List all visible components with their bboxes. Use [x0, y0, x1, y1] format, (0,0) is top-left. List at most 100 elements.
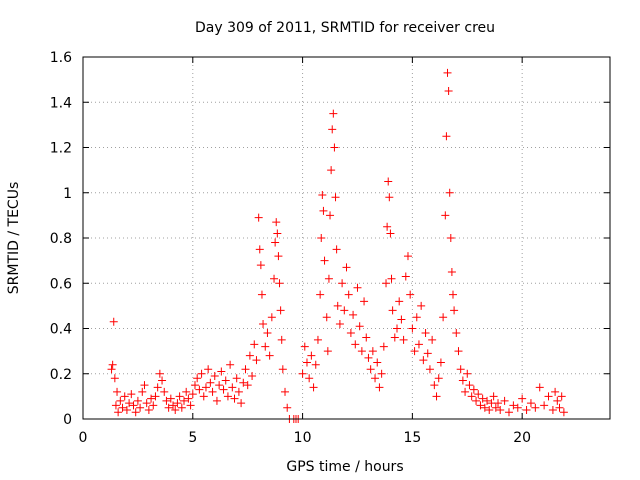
data-point [232, 374, 241, 383]
data-point [494, 399, 503, 408]
data-point [226, 360, 235, 369]
data-point [270, 274, 279, 283]
data-point [283, 403, 292, 412]
data-point [489, 392, 498, 401]
data-point [450, 306, 459, 315]
data-point [382, 279, 391, 288]
data-point [340, 306, 349, 315]
data-point [362, 333, 371, 342]
data-point [496, 405, 505, 414]
data-point [368, 347, 377, 356]
data-point [329, 109, 338, 118]
data-point [114, 408, 123, 417]
plot-frame [82, 56, 611, 420]
data-point [447, 267, 456, 276]
data-point [344, 290, 353, 299]
data-point [302, 358, 311, 367]
data-point [215, 381, 224, 390]
data-point [327, 166, 336, 175]
data-point [186, 401, 195, 410]
data-point [184, 394, 193, 403]
y-tick-label: 1.4 [50, 95, 72, 111]
data-point [379, 342, 388, 351]
data-point [151, 392, 160, 401]
data-point [324, 274, 333, 283]
data-point [110, 374, 119, 383]
data-point [417, 301, 426, 310]
data-point [237, 399, 246, 408]
data-point [142, 399, 151, 408]
data-point [257, 290, 266, 299]
data-point [332, 245, 341, 254]
data-point [428, 335, 437, 344]
data-point [421, 329, 430, 338]
data-point [173, 399, 182, 408]
data-point [544, 392, 553, 401]
y-axis-label: SRMTID / TECUs [6, 182, 22, 295]
data-point [255, 245, 264, 254]
data-point [385, 193, 394, 202]
data-point [118, 403, 127, 412]
y-tick-label: 1.2 [50, 141, 72, 157]
data-point [309, 383, 318, 392]
data-point [305, 374, 314, 383]
data-point [160, 387, 169, 396]
data-point [228, 383, 237, 392]
data-point [456, 365, 465, 374]
data-point [298, 369, 307, 378]
data-point [373, 358, 382, 367]
data-point [509, 401, 518, 410]
data-point [331, 193, 340, 202]
data-point [355, 322, 364, 331]
data-point [180, 396, 189, 405]
data-points [107, 68, 568, 423]
data-point [275, 279, 284, 288]
data-point [158, 376, 167, 385]
data-point [204, 365, 213, 374]
data-point [245, 351, 254, 360]
data-point [138, 387, 147, 396]
x-tick-label: 0 [79, 430, 88, 446]
data-point [190, 381, 199, 390]
data-point [526, 399, 535, 408]
data-point [393, 324, 402, 333]
data-point [436, 358, 445, 367]
data-point [401, 272, 410, 281]
data-point [535, 383, 544, 392]
data-point [197, 369, 206, 378]
data-point [252, 356, 261, 365]
x-tick-label: 15 [403, 430, 421, 446]
data-point [399, 335, 408, 344]
data-point [210, 372, 219, 381]
data-point [430, 381, 439, 390]
data-point [425, 365, 434, 374]
data-point [513, 403, 522, 412]
grid-lines [83, 57, 610, 419]
data-point [323, 347, 332, 356]
data-point [491, 403, 500, 412]
data-point [316, 290, 325, 299]
data-point [328, 125, 337, 134]
data-point [166, 394, 175, 403]
data-point [162, 396, 171, 405]
data-point [177, 403, 186, 412]
data-point [136, 403, 145, 412]
data-point [412, 313, 421, 322]
data-point [271, 238, 280, 247]
axis-ticks [82, 56, 610, 420]
data-point [443, 68, 452, 77]
data-point [234, 387, 243, 396]
data-point [217, 367, 226, 376]
y-tick-label: 0.8 [50, 231, 72, 247]
data-point [478, 394, 487, 403]
data-point [307, 351, 316, 360]
data-point [540, 401, 549, 410]
data-point [353, 283, 362, 292]
data-point [281, 387, 290, 396]
data-point [254, 213, 263, 222]
data-point [548, 405, 557, 414]
data-point [483, 396, 492, 405]
data-point [320, 256, 329, 265]
y-tick-label: 0.4 [50, 322, 72, 338]
